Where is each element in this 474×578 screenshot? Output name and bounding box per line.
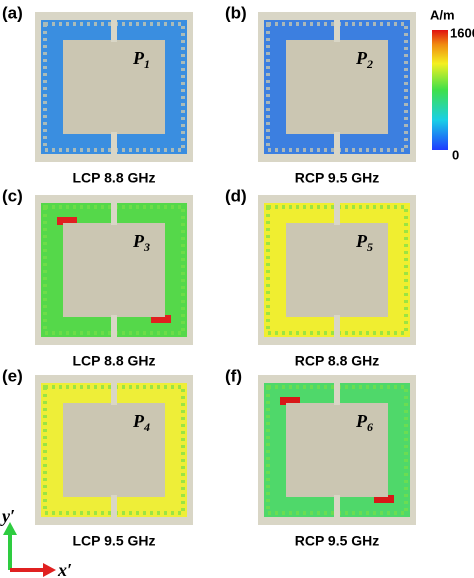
colorbar-unit: A/m [430,7,455,22]
panel-tag: (b) [225,3,247,22]
hot-spot [374,495,394,503]
slot [334,495,340,519]
port-label: P4 [132,411,150,434]
panel-tag: (d) [225,186,247,205]
port-sub: 1 [144,57,150,71]
hot-spot [280,397,300,405]
slot [111,132,117,156]
colorbar [432,30,448,150]
patch [286,403,388,497]
caption: LCP 8.8 GHz [73,353,156,369]
slot [334,201,340,225]
panel-tag: (e) [2,366,23,385]
port-label: P5 [355,231,373,254]
port-sub: 2 [366,57,373,71]
patch [63,40,165,134]
slot [111,18,117,42]
slot [334,381,340,405]
patch [286,40,388,134]
slot [111,315,117,339]
caption: RCP 8.8 GHz [295,353,380,369]
hot-spot [151,315,171,323]
ring-texture [43,22,185,152]
patch [286,223,388,317]
port-letter: P [355,48,368,68]
port-letter: P [355,231,368,251]
panel-tag: (f) [225,366,242,385]
port-sub: 4 [143,420,150,434]
port-label: P3 [132,231,150,254]
panel-tag: (a) [2,3,23,22]
port-sub: 3 [143,240,150,254]
ring-texture [266,385,408,515]
ring-texture [43,385,185,515]
port-letter: P [355,411,368,431]
hot-spot [57,217,77,225]
caption: RCP 9.5 GHz [295,170,380,186]
ring-texture [43,205,185,335]
port-sub: 6 [367,420,373,434]
caption: LCP 8.8 GHz [73,170,156,186]
port-label: P6 [355,411,373,434]
port-letter: P [132,411,145,431]
y-axis-label: y′ [0,506,15,526]
x-axis-label: x′ [57,560,72,578]
panel-tag: (c) [2,186,23,205]
patch [63,403,165,497]
port-label: P2 [355,48,373,71]
caption: RCP 9.5 GHz [295,533,380,549]
slot [334,18,340,42]
port-letter: P [132,231,145,251]
port-sub: 5 [367,240,373,254]
slot [111,495,117,519]
port-letter: P [132,48,145,68]
colorbar-min: 0 [452,147,459,162]
ring-texture [266,22,408,152]
port-label: P1 [132,48,150,71]
slot [111,381,117,405]
slot [334,132,340,156]
x-arrow-head [43,563,56,577]
slot [111,201,117,225]
caption: LCP 9.5 GHz [73,533,156,549]
y-arrow-head [3,522,17,535]
patch [63,223,165,317]
ring-texture [266,205,408,335]
slot [334,315,340,339]
